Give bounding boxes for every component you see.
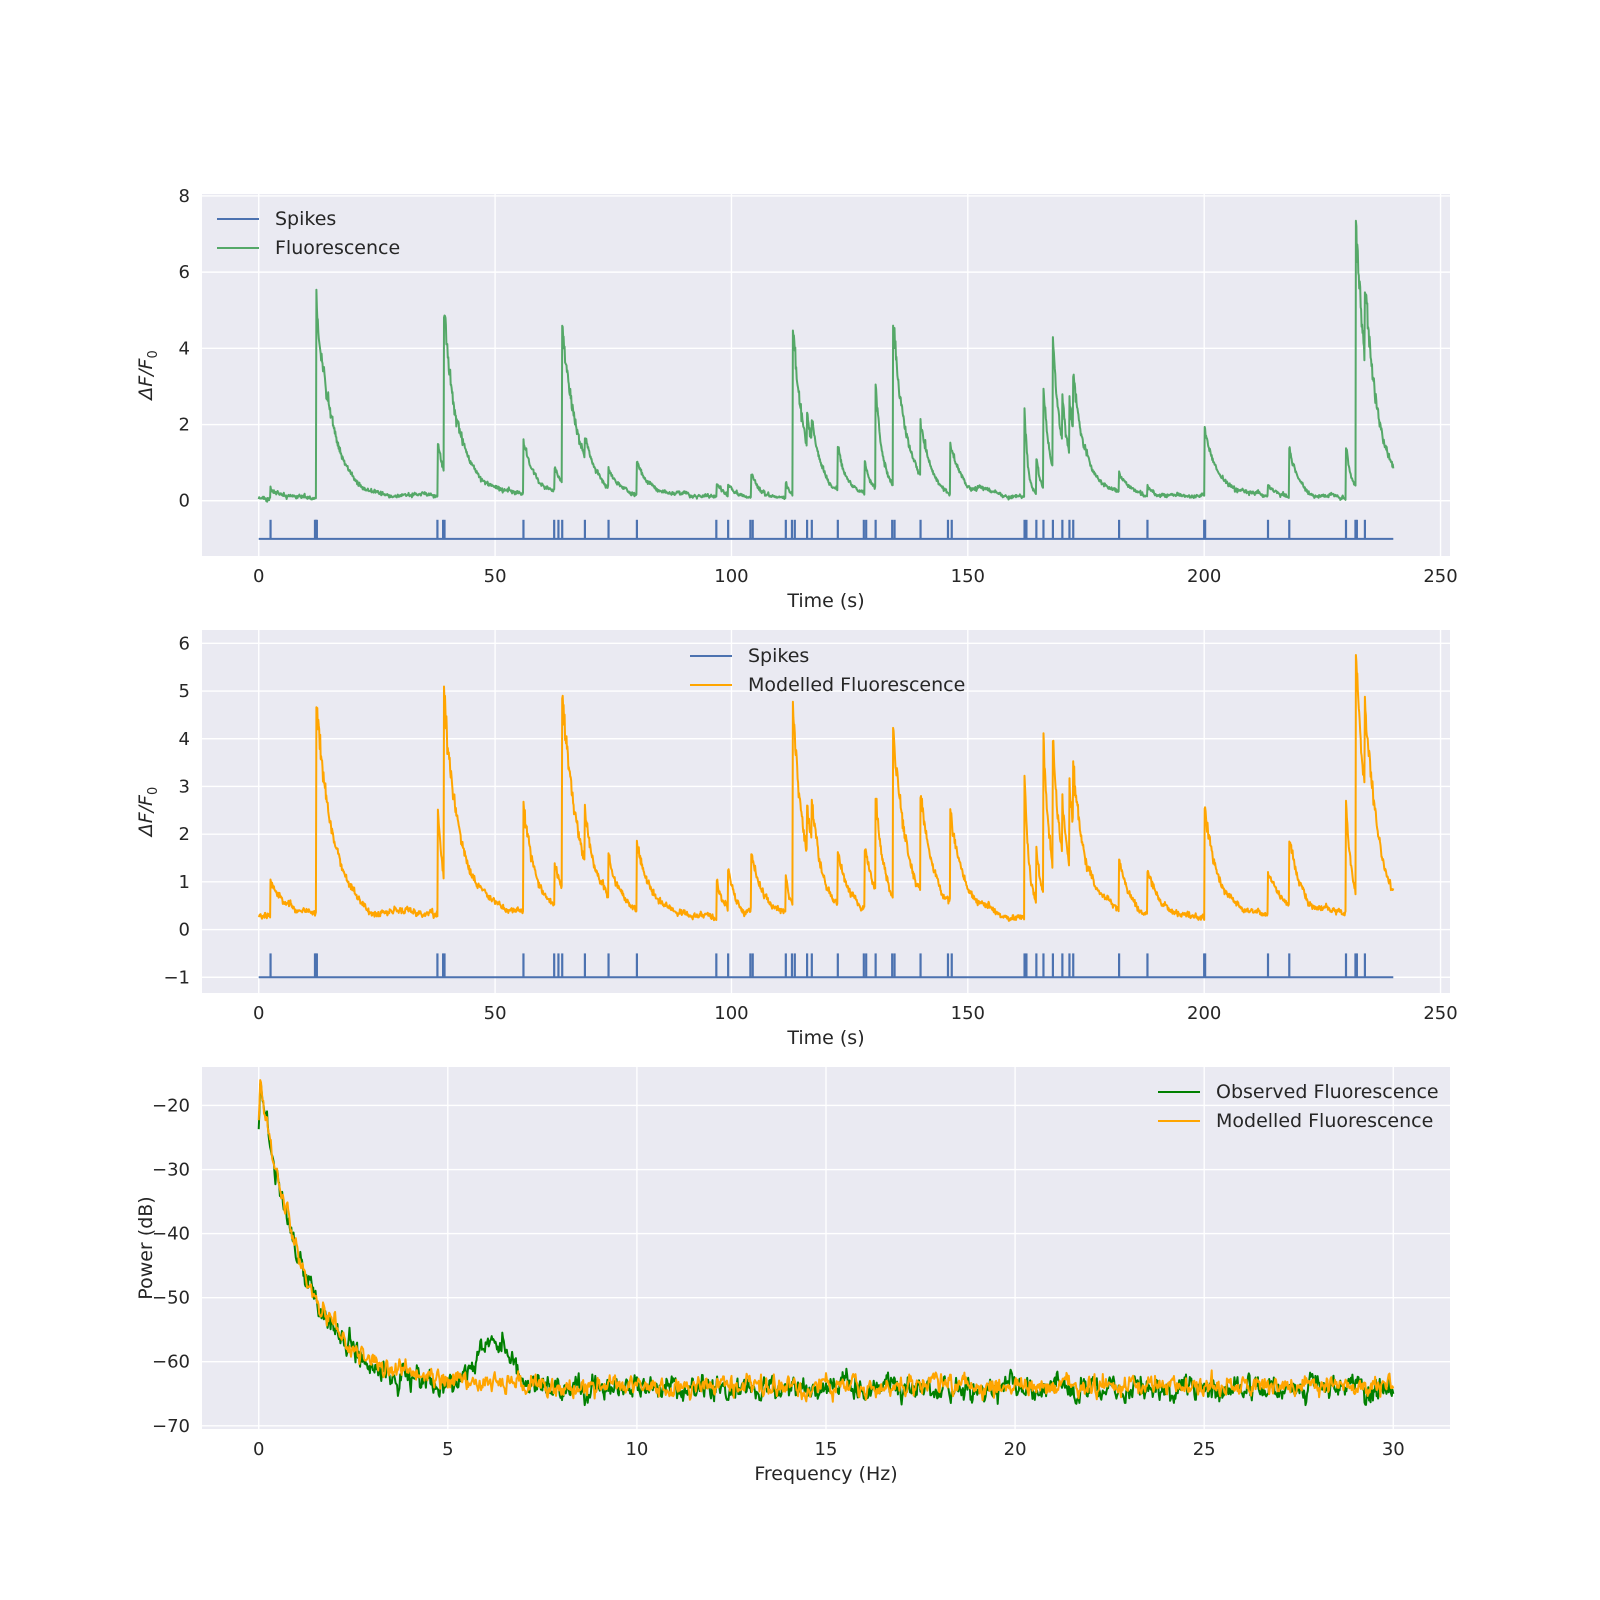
panel-modelled-fluorescence: 0 50 100 150 200 250 −1 0 1 2 3 4 5 6 Time (s) ΔF/F0 Spi… — [135, 630, 1458, 1049]
x-tick-label: 150 — [951, 1003, 985, 1024]
x-tick-label: 30 — [1382, 1439, 1405, 1460]
x-tick-label: 150 — [951, 566, 985, 587]
panel-power-spectrum: 0 5 10 15 20 25 30 −70 −60 −50 −40 −30 −20 Frequency … — [135, 1067, 1450, 1485]
y-tick-label: 0 — [179, 920, 190, 941]
x-tick-label: 250 — [1423, 1003, 1457, 1024]
x-tick-label: 50 — [484, 566, 507, 587]
legend: Observed Fluorescence Modelled Fluorescen… — [1158, 1081, 1439, 1132]
x-axis-label: Time (s) — [786, 590, 864, 612]
x-tick-label: 20 — [1004, 1439, 1027, 1460]
x-tick-label: 0 — [253, 566, 264, 587]
y-tick-label: 1 — [179, 872, 190, 893]
y-tick-label: 6 — [179, 633, 190, 654]
y-tick-label: −20 — [152, 1095, 190, 1116]
plot-area — [257, 654, 1395, 979]
x-axis-label: Frequency (Hz) — [754, 1463, 897, 1485]
x-tick-label: 0 — [253, 1003, 264, 1024]
y-tick-label: −40 — [152, 1224, 190, 1245]
legend: Spikes Fluorescence — [217, 208, 400, 259]
y-tick-label: 2 — [179, 415, 190, 436]
y-tick-label: 3 — [179, 776, 190, 797]
legend-label: Spikes — [275, 208, 336, 230]
x-tick-label: 15 — [815, 1439, 838, 1460]
legend-label: Modelled Fluorescence — [1216, 1110, 1433, 1132]
y-axis-label: ΔF/F0 — [135, 350, 161, 402]
x-tick-label: 100 — [714, 1003, 748, 1024]
x-tick-label: 5 — [442, 1439, 453, 1460]
x-tick-label: 50 — [484, 1003, 507, 1024]
y-tick-label: 6 — [179, 262, 190, 283]
y-axis-label: ΔF/F0 — [135, 787, 161, 839]
y-tick-label: −50 — [152, 1288, 190, 1309]
plot-area — [257, 1079, 1395, 1407]
y-tick-label: 8 — [179, 186, 190, 207]
x-tick-label: 0 — [253, 1439, 264, 1460]
y-tick-label: −70 — [152, 1416, 190, 1437]
legend-label: Observed Fluorescence — [1216, 1081, 1439, 1103]
x-tick-label: 10 — [625, 1439, 648, 1460]
y-tick-label: 0 — [179, 491, 190, 512]
y-tick-label: 2 — [179, 824, 190, 845]
x-tick-label: 25 — [1193, 1439, 1216, 1460]
legend-label: Fluorescence — [275, 237, 400, 259]
y-tick-label: 4 — [179, 338, 190, 359]
series-line-fluorescence — [257, 219, 1395, 503]
x-tick-label: 100 — [714, 566, 748, 587]
legend-label: Spikes — [748, 645, 809, 667]
x-tick-label: 250 — [1423, 566, 1457, 587]
y-axis-label: Power (dB) — [135, 1196, 157, 1299]
legend-label: Modelled Fluorescence — [748, 674, 965, 696]
plot-area — [257, 219, 1395, 540]
x-tick-label: 200 — [1187, 1003, 1221, 1024]
y-tick-label: 5 — [179, 681, 190, 702]
x-axis-label: Time (s) — [786, 1027, 864, 1049]
y-tick-label: −30 — [152, 1160, 190, 1181]
legend: Spikes Modelled Fluorescence — [690, 645, 965, 696]
y-tick-label: −1 — [163, 967, 190, 988]
series-line-modelled-fluorescence — [257, 1079, 1395, 1403]
series-line-modelled-fluorescence — [257, 654, 1395, 922]
x-tick-label: 200 — [1187, 566, 1221, 587]
panel-fluorescence: 0 50 100 150 200 250 0 2 4 6 8 Time (s) ΔF/F0 Spikes F… — [135, 186, 1458, 612]
y-tick-label: −60 — [152, 1352, 190, 1373]
y-tick-label: 4 — [179, 729, 190, 750]
